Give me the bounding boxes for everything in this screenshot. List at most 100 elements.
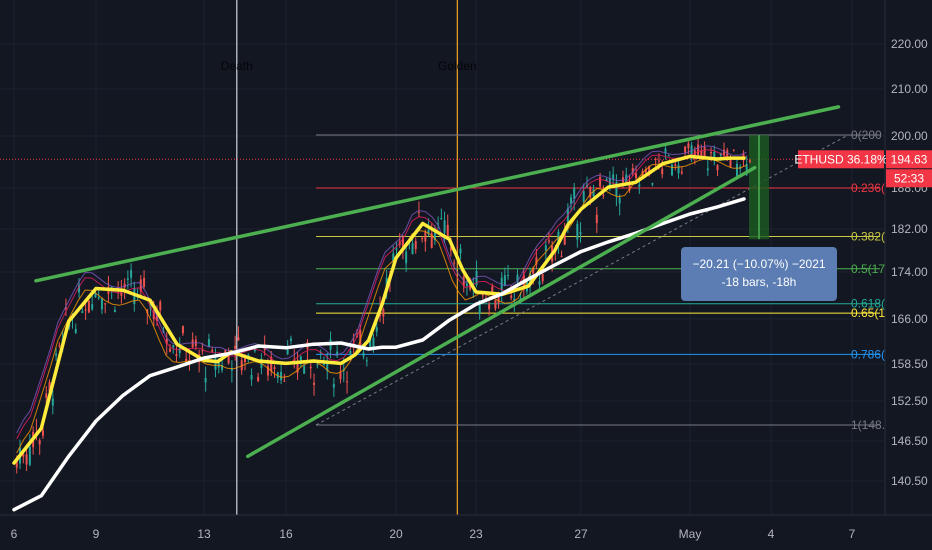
candle-body xyxy=(582,191,585,202)
wedge-lower-line xyxy=(245,165,757,459)
candle-body xyxy=(185,358,188,362)
candle-body xyxy=(651,183,654,185)
candle-body xyxy=(443,220,446,233)
candle-body xyxy=(15,458,18,468)
candle-body xyxy=(165,338,168,344)
candle-body xyxy=(123,283,126,288)
candle-body xyxy=(453,262,456,264)
ma-line-white xyxy=(12,197,746,512)
candle-body xyxy=(488,304,491,310)
candle-body xyxy=(573,187,576,199)
candle-body xyxy=(579,231,582,235)
candle-body xyxy=(87,300,90,313)
candle-body xyxy=(214,358,217,370)
candle-body xyxy=(605,179,608,182)
candle-body xyxy=(126,278,129,280)
candle-body xyxy=(405,251,408,264)
candle-body xyxy=(359,330,362,346)
y-tick-label: 174.00 xyxy=(891,265,928,279)
candle-body xyxy=(706,168,709,171)
price-symbol-tag xyxy=(798,150,884,169)
candle-body xyxy=(411,243,414,255)
candle-body xyxy=(513,298,516,302)
candle-body xyxy=(433,232,436,241)
candle-body xyxy=(28,447,31,465)
x-tick-label: 16 xyxy=(279,527,293,541)
candle-body xyxy=(635,173,638,179)
candle-body xyxy=(84,309,87,311)
candle-body xyxy=(120,290,123,296)
candle-body xyxy=(168,348,171,352)
candle-body xyxy=(631,168,634,173)
candle-body xyxy=(178,348,181,354)
candle-body xyxy=(427,229,430,235)
candle-body xyxy=(424,232,427,242)
candle-body xyxy=(510,295,513,298)
candle-body xyxy=(716,165,719,171)
candle-body xyxy=(257,376,260,381)
price-value-label: 194.63 xyxy=(891,152,928,166)
time-axis-bg xyxy=(0,515,932,550)
candle-body xyxy=(729,157,732,167)
measure-line-2: -18 bars, -18h xyxy=(721,275,797,289)
candle-body xyxy=(339,372,342,380)
candle-body xyxy=(703,147,706,157)
candle-body xyxy=(58,345,61,347)
candle-body xyxy=(346,381,349,383)
y-tick-label: 200.00 xyxy=(891,129,928,143)
ma-line-thin xyxy=(16,158,747,454)
candle-body xyxy=(224,350,227,354)
y-tick-label: 166.00 xyxy=(891,312,928,326)
candle-body xyxy=(440,218,443,220)
fib-label: 0.5(17 xyxy=(851,262,885,276)
candle-body xyxy=(372,337,375,347)
y-tick-label: 210.00 xyxy=(891,82,928,96)
candle-body xyxy=(713,151,716,157)
candle-body xyxy=(516,274,519,282)
candle-body xyxy=(113,309,116,312)
candle-body xyxy=(719,153,722,156)
candle-body xyxy=(547,240,550,242)
candle-body xyxy=(732,149,735,151)
candle-body xyxy=(541,274,544,282)
y-tick-label: 220.00 xyxy=(891,37,928,51)
candle-body xyxy=(459,248,462,254)
candle-body xyxy=(687,143,690,149)
candle-body xyxy=(221,365,224,371)
candle-body xyxy=(41,430,44,436)
candle-body xyxy=(612,174,615,180)
fib-label: 0.382( xyxy=(851,230,885,244)
candle-body xyxy=(211,349,214,352)
fib-label: 0(200 xyxy=(851,128,882,142)
candle-body xyxy=(365,360,368,362)
candle-body xyxy=(392,253,395,262)
candle-body xyxy=(595,214,598,224)
candle-body xyxy=(349,351,352,354)
candle-body xyxy=(456,246,459,248)
candle-body xyxy=(667,155,670,157)
candle-body xyxy=(104,303,107,305)
candle-body xyxy=(117,287,120,289)
candle-body xyxy=(283,380,286,382)
candle-body xyxy=(316,364,319,366)
candle-body xyxy=(648,166,651,176)
candle-body xyxy=(697,144,700,156)
y-tick-label: 158.50 xyxy=(891,357,928,371)
candle-body xyxy=(430,233,433,248)
candle-body xyxy=(175,354,178,357)
x-tick-label: 27 xyxy=(574,527,588,541)
measure-line-1: −20.21 (−10.07%) −2021 xyxy=(692,257,826,271)
candle-body xyxy=(507,275,510,277)
candle-body xyxy=(710,152,713,154)
x-tick-label: May xyxy=(679,527,702,541)
candle-body xyxy=(589,187,592,198)
candle-body xyxy=(382,309,385,317)
candle-body xyxy=(369,338,372,350)
candle-body xyxy=(159,301,162,311)
fib-label: 1(148. xyxy=(851,418,885,432)
candle-body xyxy=(25,454,28,465)
candle-body xyxy=(48,382,51,392)
candle-body xyxy=(38,440,41,445)
